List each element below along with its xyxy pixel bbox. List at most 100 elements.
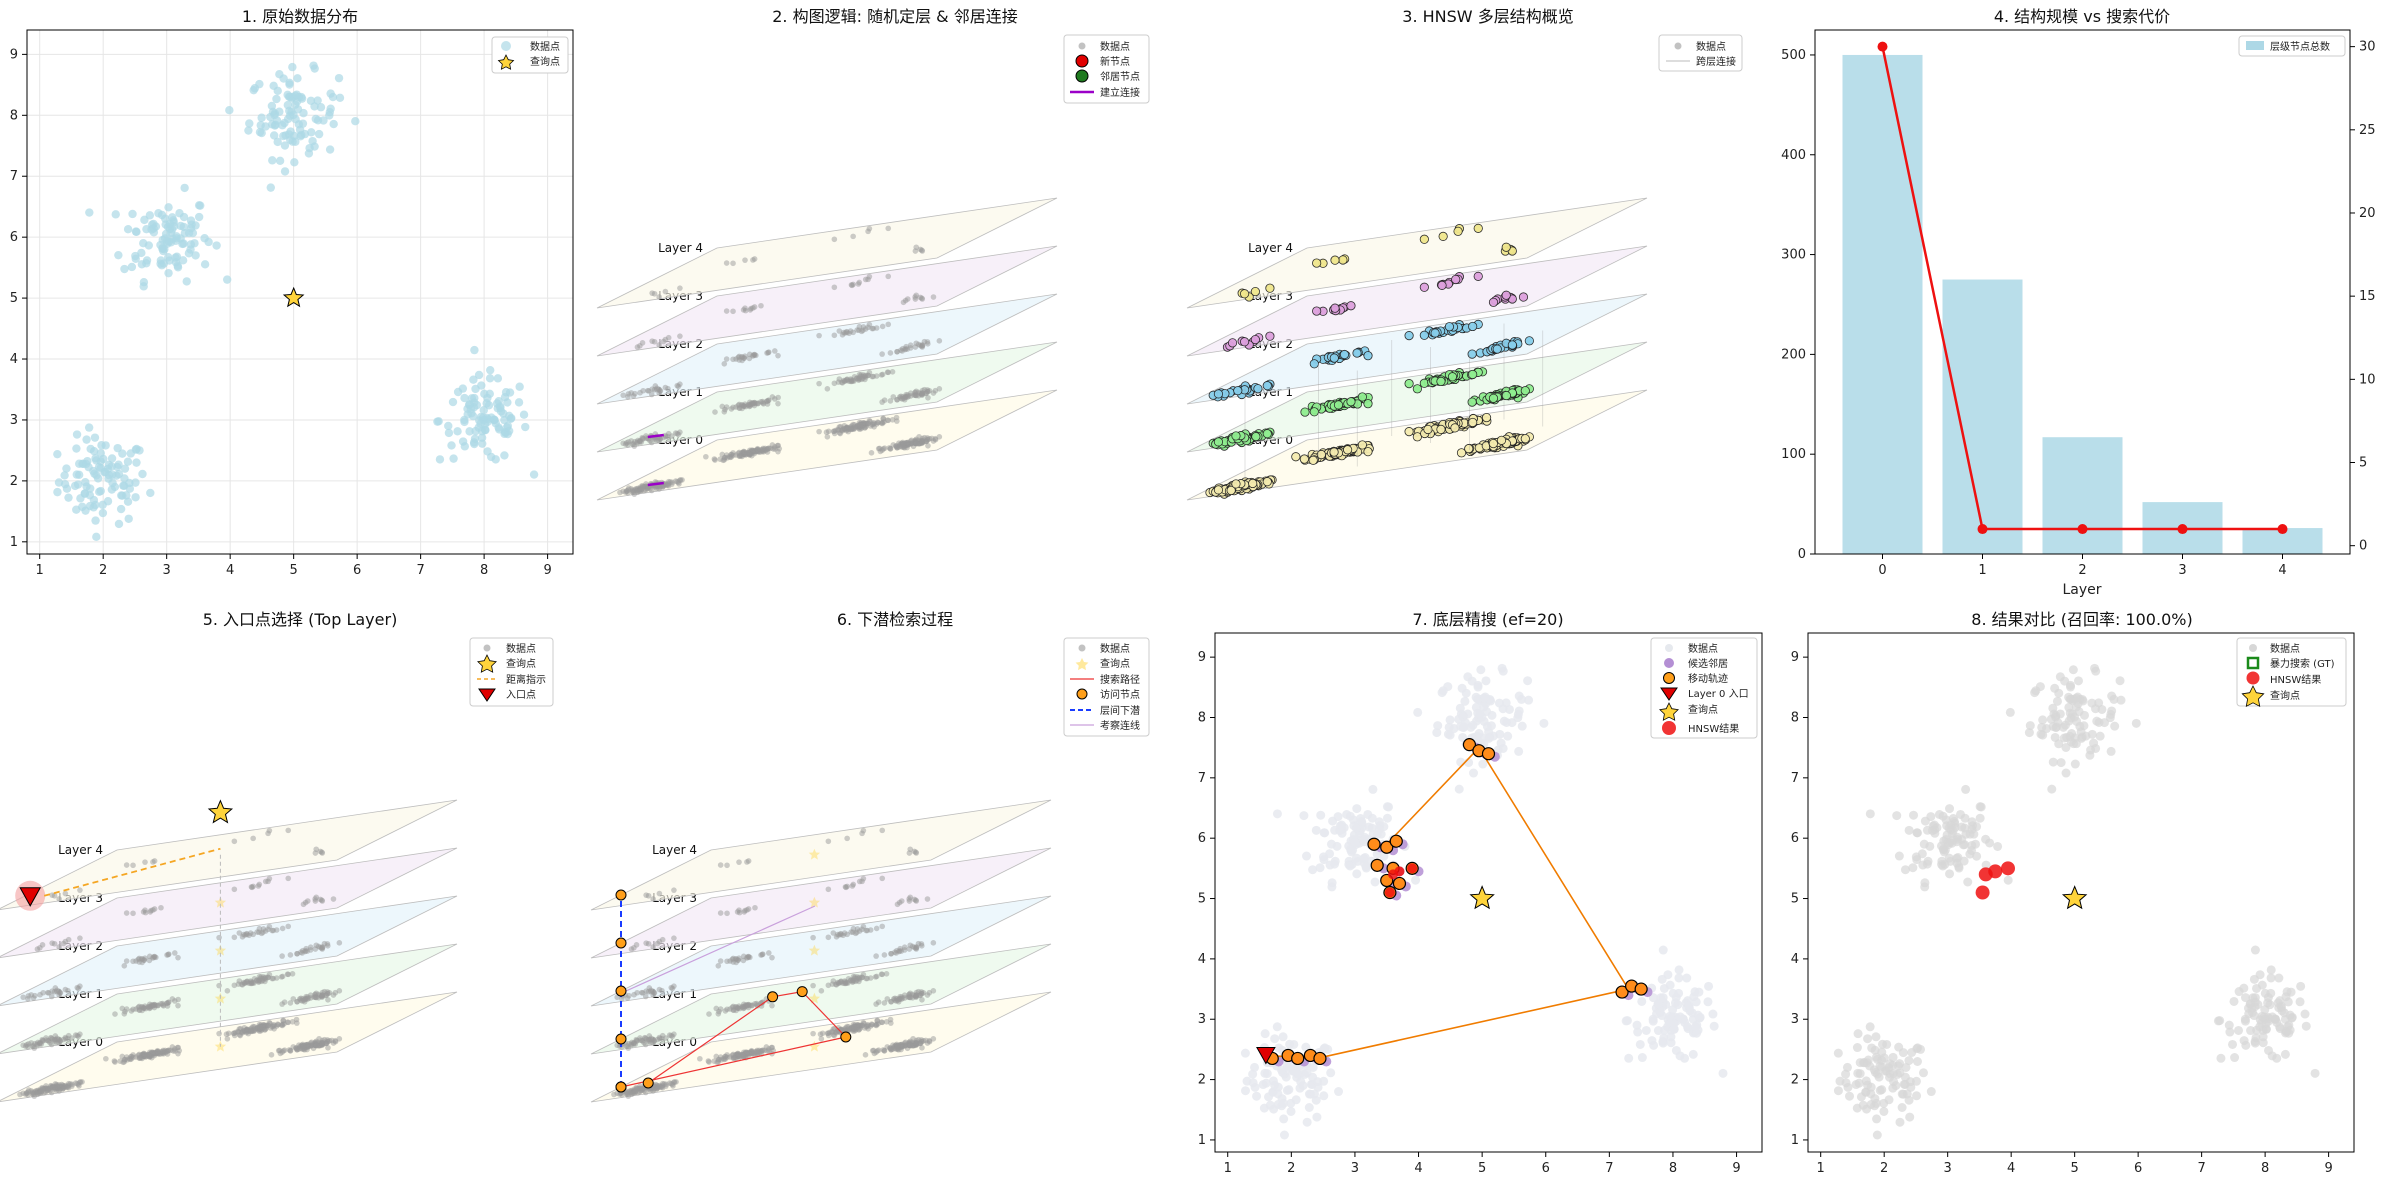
data-point — [114, 250, 123, 260]
layer-point — [128, 1053, 135, 1060]
data-point — [280, 167, 290, 176]
y-tick-label: 6 — [10, 230, 18, 245]
layer-point — [260, 926, 267, 932]
data-point — [529, 470, 539, 479]
data-point — [1482, 721, 1492, 731]
layer-point — [279, 1021, 286, 1028]
data-point — [146, 488, 155, 498]
layer-point — [855, 377, 862, 383]
layer-point — [175, 996, 181, 1003]
data-point — [120, 474, 129, 483]
data-point — [2055, 672, 2065, 682]
layer-point — [150, 859, 156, 865]
data-point — [1357, 816, 1367, 826]
data-point — [293, 74, 302, 83]
layer-point — [824, 386, 831, 392]
layer-point — [919, 943, 925, 949]
layer-point — [893, 414, 900, 421]
p8-legend-query: 查询点 — [2270, 689, 2300, 702]
layer-point — [1496, 435, 1507, 445]
data-point — [1708, 1009, 1718, 1019]
data-point — [1981, 834, 1991, 844]
data-point — [1912, 1057, 1922, 1067]
layer-point — [249, 884, 255, 891]
data-point — [1863, 1034, 1873, 1044]
layer-point — [648, 391, 655, 398]
layer-point — [856, 1027, 862, 1033]
layer-point — [1253, 384, 1263, 394]
data-point — [290, 158, 299, 167]
layer-point — [1501, 390, 1511, 401]
data-point — [1351, 853, 1361, 863]
data-point — [515, 382, 524, 391]
data-point — [269, 81, 278, 91]
layer-point — [766, 950, 772, 956]
data-point — [1327, 882, 1337, 892]
p2-legend-new: 新节点 — [1100, 55, 1130, 68]
layer-point — [913, 850, 920, 856]
layer-point — [285, 875, 292, 882]
data-point — [2109, 694, 2119, 704]
layer-point — [885, 417, 892, 424]
y-tick-label: 8 — [1791, 710, 1799, 725]
data-point — [269, 131, 279, 140]
layer-point — [142, 907, 148, 913]
layer-point — [216, 982, 222, 989]
layer-point — [123, 1006, 130, 1012]
data-point — [188, 228, 198, 238]
layer-point — [714, 1059, 720, 1066]
data-point — [1539, 718, 1549, 728]
data-point — [180, 183, 189, 193]
layer-point — [936, 338, 943, 344]
layer-point — [764, 449, 771, 455]
data-point — [1912, 828, 1922, 838]
data-point — [1872, 1114, 1882, 1124]
layer-point — [1447, 372, 1458, 382]
layer-point — [668, 984, 675, 991]
y-tick-label: 8 — [10, 108, 18, 123]
layer-point — [902, 1039, 909, 1046]
layer-label: Layer 4 — [58, 843, 103, 857]
layer-point — [769, 1002, 775, 1009]
data-point — [2060, 720, 2070, 730]
layer-plane — [1186, 245, 1648, 357]
y-tick-label: 2 — [1198, 1073, 1206, 1088]
p5-legend-data: 数据点 — [506, 642, 536, 655]
layer-point — [900, 395, 907, 402]
data-point — [1513, 709, 1523, 719]
layer-point — [751, 351, 758, 358]
layer-point — [164, 952, 170, 958]
layer-point — [730, 356, 736, 363]
layer-point — [930, 940, 937, 946]
panel7-title: 7. 底层精搜 (ef=20) — [1412, 610, 1563, 629]
layer-point — [48, 1082, 54, 1089]
data-point — [476, 412, 486, 422]
x-tick-label: 1 — [36, 563, 44, 578]
layer-point — [74, 1080, 81, 1087]
layer-point — [758, 952, 764, 958]
layer-point — [867, 975, 874, 981]
data-point — [1350, 838, 1360, 848]
data-point — [137, 260, 147, 269]
layer-point — [926, 1037, 933, 1044]
layer-point — [724, 910, 730, 917]
p6-legend-path: 搜索路径 — [1100, 673, 1140, 686]
layer-point — [1265, 331, 1275, 341]
data-point — [1498, 666, 1508, 676]
layer-point — [1213, 389, 1224, 399]
data-point — [1276, 1065, 1286, 1075]
data-point — [131, 254, 140, 264]
data-point — [1963, 877, 1973, 887]
data-point — [1841, 1069, 1851, 1079]
layer-point — [172, 950, 178, 956]
layer-point — [1227, 338, 1238, 348]
layer-point — [926, 989, 933, 996]
layer-point — [656, 294, 662, 300]
layer-point — [887, 398, 894, 404]
panel1-legend: 数据点 查询点 — [491, 36, 569, 74]
layer-point — [907, 894, 914, 901]
data-point — [138, 469, 147, 479]
layer-point — [1233, 386, 1243, 396]
data-point — [2274, 973, 2284, 983]
data-point — [2092, 716, 2102, 726]
